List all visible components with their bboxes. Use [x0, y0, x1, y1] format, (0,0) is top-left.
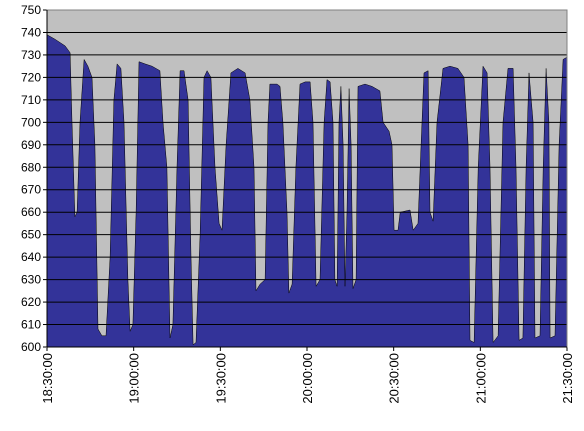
y-tick-label: 680: [21, 160, 41, 174]
y-tick-label: 710: [21, 93, 41, 107]
x-tick-label: 19:30:00: [213, 353, 228, 404]
y-tick-label: 610: [21, 318, 41, 332]
y-tick-label: 650: [21, 228, 41, 242]
y-tick-label: 690: [21, 138, 41, 152]
y-tick-label: 720: [21, 70, 41, 84]
y-tick-label: 750: [21, 3, 41, 17]
y-tick-label: 630: [21, 273, 41, 287]
y-tick-label: 730: [21, 48, 41, 62]
y-tick-label: 700: [21, 115, 41, 129]
y-tick-label: 620: [21, 295, 41, 309]
x-tick-label: 21:00:00: [473, 353, 488, 404]
x-tick-label: 20:00:00: [300, 353, 315, 404]
x-tick-label: 18:30:00: [40, 353, 55, 404]
x-tick-label: 21:30:00: [560, 353, 575, 404]
y-tick-label: 640: [21, 250, 41, 264]
x-tick-label: 19:00:00: [127, 353, 142, 404]
y-tick-label: 740: [21, 25, 41, 39]
x-tick-label: 20:30:00: [387, 353, 402, 404]
y-tick-label: 600: [21, 340, 41, 354]
y-tick-label: 670: [21, 183, 41, 197]
y-tick-label: 660: [21, 205, 41, 219]
